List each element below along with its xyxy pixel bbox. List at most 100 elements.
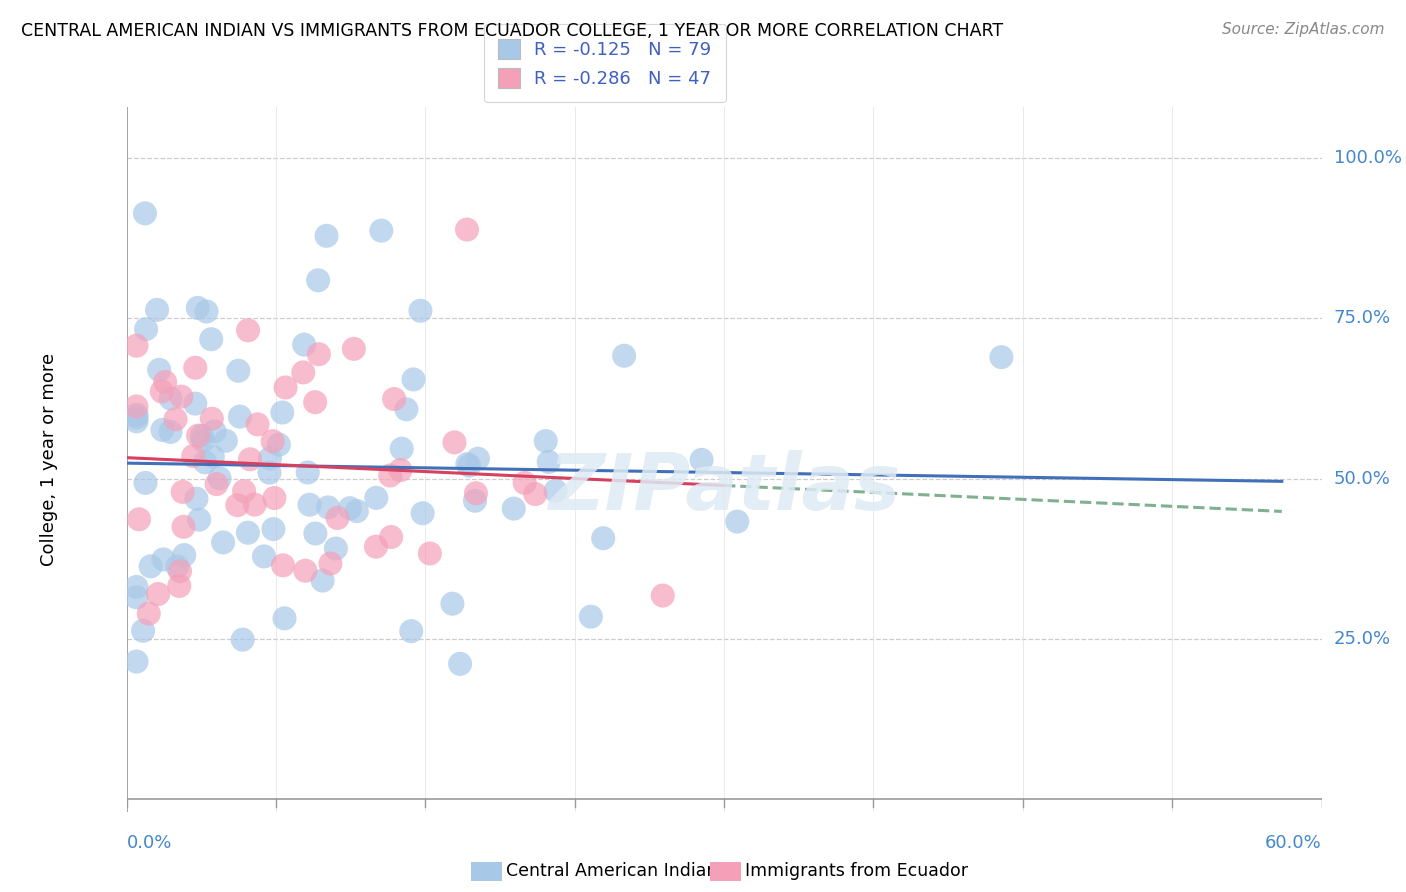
Point bbox=[201, 411, 224, 425]
Point bbox=[132, 624, 155, 638]
Point bbox=[263, 491, 285, 505]
Point bbox=[294, 564, 316, 578]
Text: 75.0%: 75.0% bbox=[1333, 310, 1391, 327]
Point bbox=[262, 522, 284, 536]
Point bbox=[253, 549, 276, 564]
Point bbox=[201, 450, 224, 464]
Point bbox=[236, 525, 259, 540]
Point bbox=[159, 425, 181, 439]
Point bbox=[153, 375, 176, 389]
Point bbox=[364, 540, 387, 554]
Legend: R = -0.125   N = 79, R = -0.286   N = 47: R = -0.125 N = 79, R = -0.286 N = 47 bbox=[484, 24, 725, 103]
Point bbox=[169, 564, 191, 578]
Point bbox=[579, 609, 602, 624]
Point bbox=[152, 423, 174, 437]
Point bbox=[456, 457, 478, 471]
Point bbox=[232, 632, 254, 647]
Point bbox=[304, 526, 326, 541]
Point bbox=[187, 301, 209, 315]
Point bbox=[146, 302, 169, 317]
Point bbox=[456, 222, 478, 236]
Point bbox=[125, 580, 148, 594]
Point bbox=[458, 458, 481, 473]
Point bbox=[370, 224, 392, 238]
Point bbox=[125, 414, 148, 428]
Point bbox=[229, 409, 252, 424]
Point bbox=[184, 360, 207, 375]
Point bbox=[308, 347, 330, 361]
Point bbox=[366, 491, 388, 505]
Point bbox=[173, 548, 195, 562]
Point bbox=[239, 452, 262, 467]
Point bbox=[166, 559, 188, 574]
Text: CENTRAL AMERICAN INDIAN VS IMMIGRANTS FROM ECUADOR COLLEGE, 1 YEAR OR MORE CORRE: CENTRAL AMERICAN INDIAN VS IMMIGRANTS FR… bbox=[21, 22, 1004, 40]
Text: Source: ZipAtlas.com: Source: ZipAtlas.com bbox=[1222, 22, 1385, 37]
Point bbox=[391, 442, 413, 456]
Point bbox=[534, 434, 557, 448]
Point bbox=[184, 396, 207, 410]
Point bbox=[389, 463, 412, 477]
Point bbox=[513, 475, 536, 490]
Point bbox=[138, 607, 160, 621]
Point bbox=[146, 587, 169, 601]
Point bbox=[195, 304, 218, 318]
Point bbox=[125, 410, 148, 425]
Point bbox=[259, 466, 281, 480]
Text: 100.0%: 100.0% bbox=[1333, 149, 1402, 168]
Point bbox=[544, 483, 567, 498]
Point bbox=[409, 303, 432, 318]
Point bbox=[134, 206, 156, 220]
Point bbox=[380, 530, 402, 544]
Point bbox=[311, 574, 333, 588]
Point bbox=[139, 559, 162, 574]
Point bbox=[399, 624, 422, 639]
Point bbox=[419, 547, 441, 561]
Point bbox=[346, 504, 368, 518]
Point bbox=[316, 500, 339, 515]
Point bbox=[194, 455, 217, 469]
Text: College, 1 year or more: College, 1 year or more bbox=[39, 353, 58, 566]
Point bbox=[449, 657, 471, 671]
Point bbox=[304, 395, 326, 409]
Point bbox=[200, 332, 222, 346]
Point bbox=[537, 455, 560, 469]
Point bbox=[613, 349, 636, 363]
Text: 60.0%: 60.0% bbox=[1265, 834, 1322, 852]
Point bbox=[297, 466, 319, 480]
Point bbox=[274, 380, 297, 394]
Point bbox=[467, 451, 489, 466]
Point bbox=[125, 591, 148, 605]
Point bbox=[191, 429, 214, 443]
Point bbox=[152, 552, 174, 566]
Point bbox=[215, 434, 238, 448]
Point bbox=[307, 273, 329, 287]
Point bbox=[125, 400, 148, 414]
Point bbox=[172, 484, 194, 499]
Point bbox=[441, 597, 464, 611]
Text: Central American Indians: Central American Indians bbox=[506, 863, 727, 880]
Point bbox=[236, 323, 259, 337]
Point bbox=[690, 453, 713, 467]
Point bbox=[243, 498, 266, 512]
Point bbox=[298, 498, 321, 512]
Point bbox=[592, 531, 614, 545]
Point bbox=[228, 364, 250, 378]
Point bbox=[186, 491, 208, 506]
Point bbox=[292, 365, 315, 379]
Point bbox=[148, 363, 170, 377]
Point bbox=[170, 390, 193, 404]
Point bbox=[339, 501, 361, 516]
Point bbox=[181, 449, 204, 463]
Point bbox=[187, 428, 209, 442]
Point bbox=[165, 412, 187, 426]
Point bbox=[382, 392, 405, 406]
Point bbox=[395, 402, 418, 417]
Point bbox=[271, 558, 294, 573]
Point bbox=[343, 342, 366, 356]
Point bbox=[412, 506, 434, 520]
Point bbox=[315, 228, 337, 243]
Point bbox=[173, 520, 195, 534]
Point bbox=[226, 498, 249, 512]
Point bbox=[212, 535, 235, 549]
Point bbox=[167, 579, 190, 593]
